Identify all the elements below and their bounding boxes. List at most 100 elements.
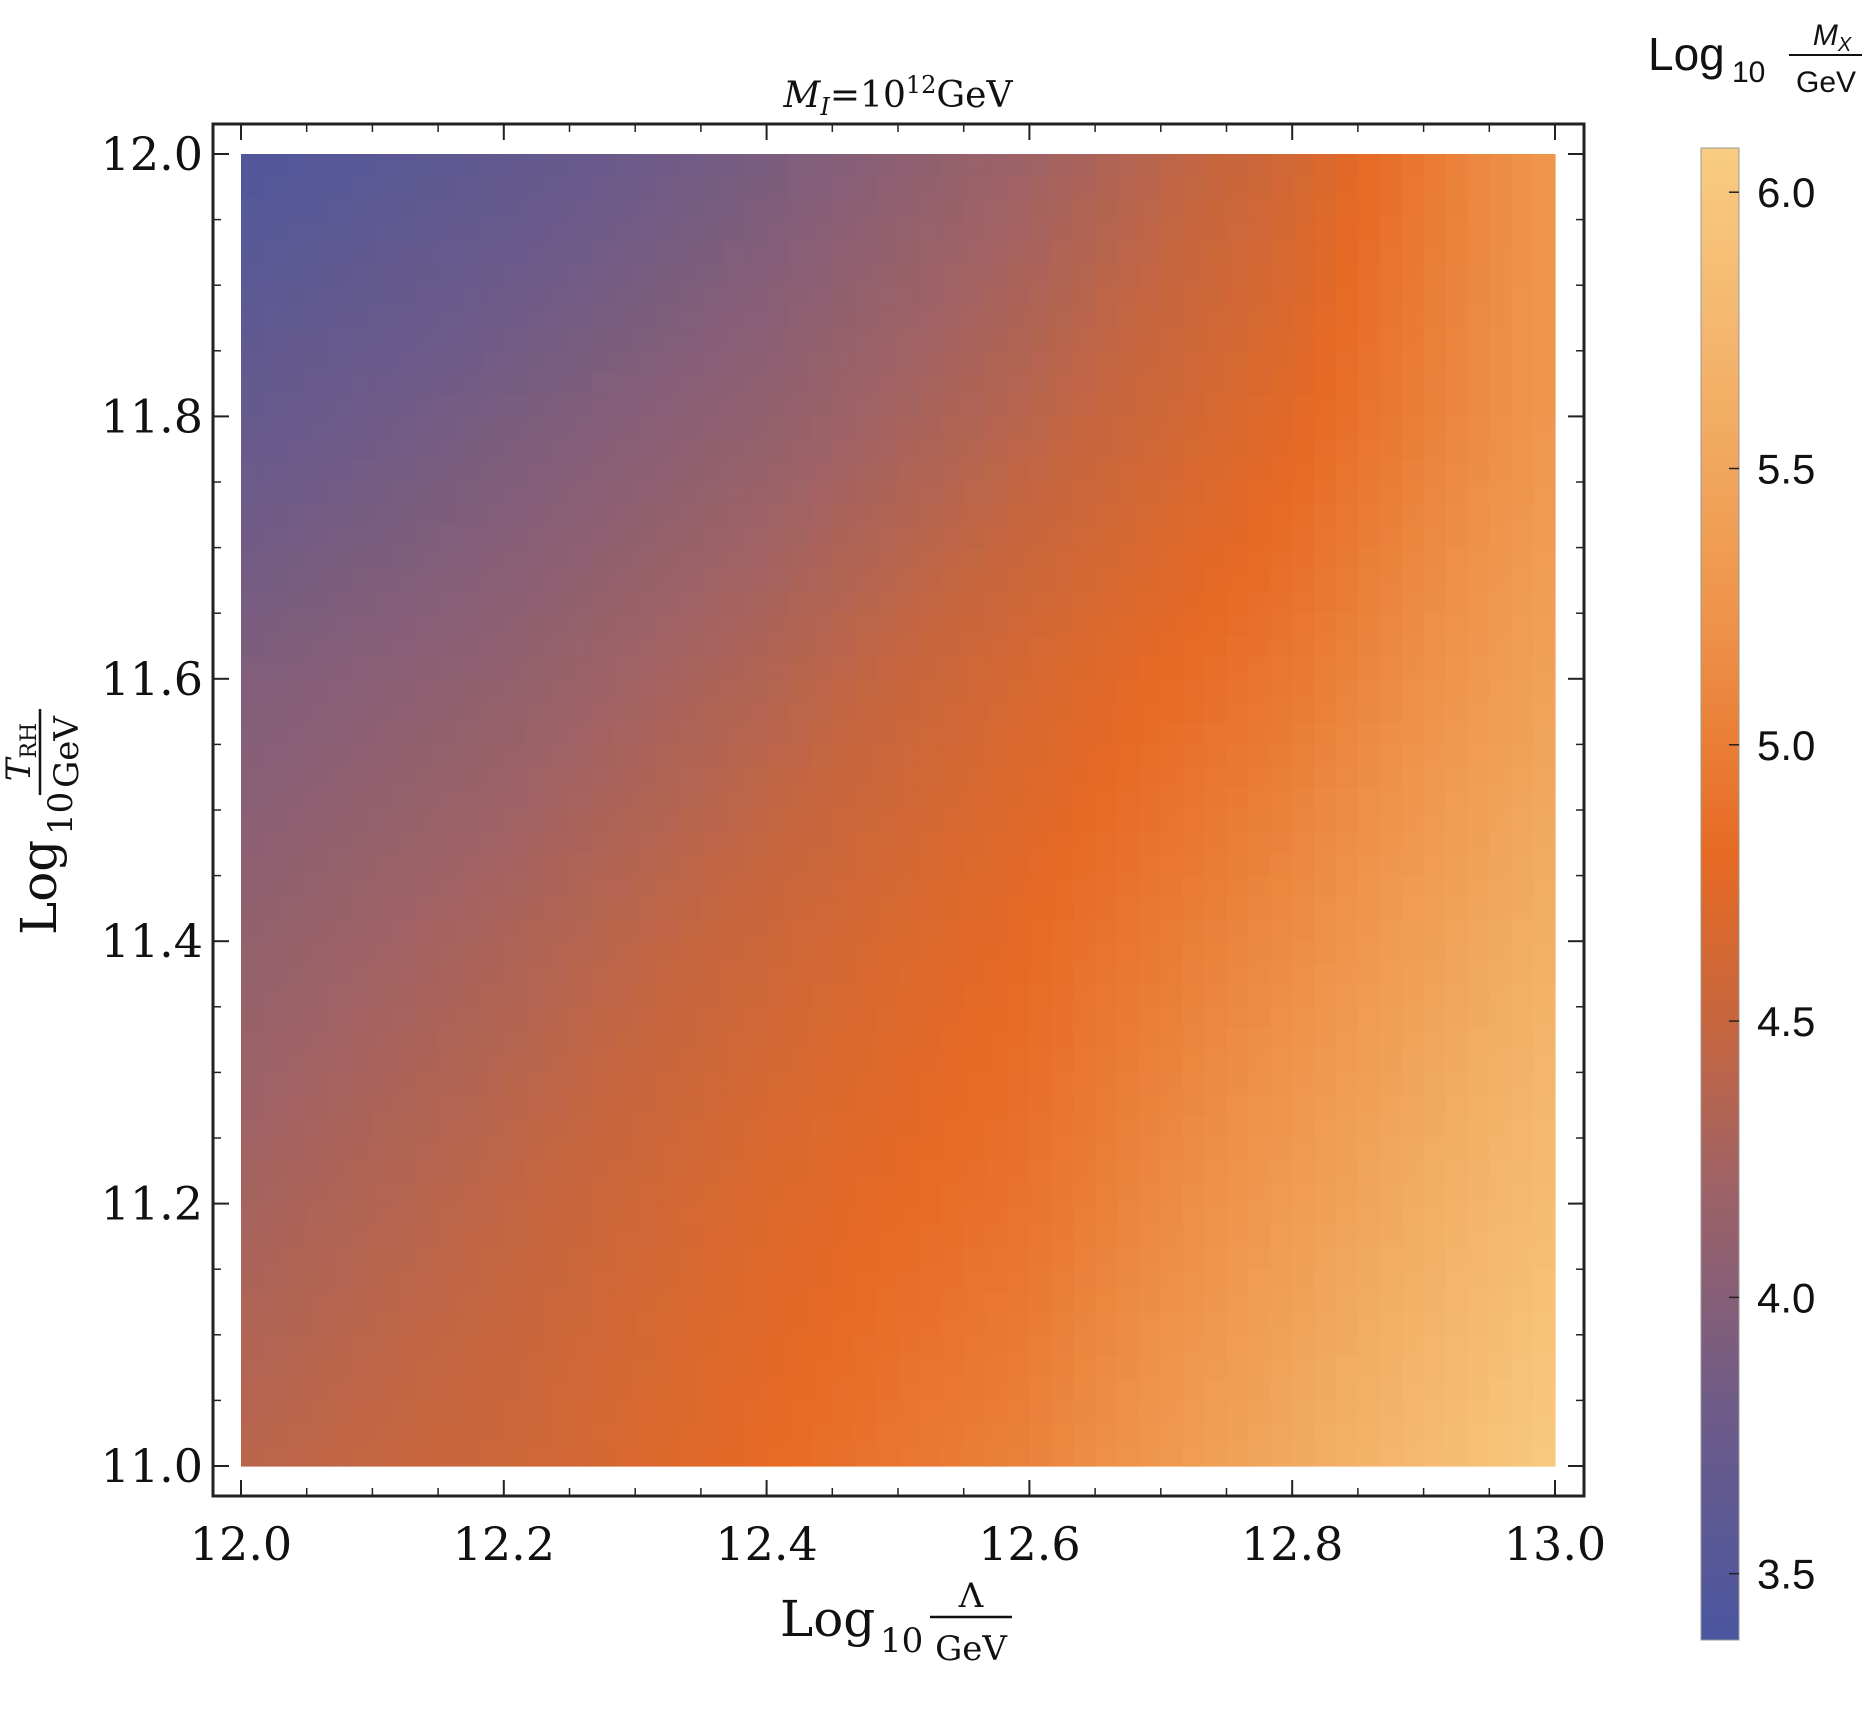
heatmap-cell [1204, 1291, 1228, 1314]
heatmap-cell [1533, 1291, 1556, 1314]
heatmap-cell [416, 722, 439, 745]
heatmap-cell [284, 1094, 308, 1117]
heatmap-cell [416, 285, 439, 308]
heatmap-cell [394, 1444, 417, 1467]
heatmap-cell [241, 263, 264, 286]
heatmap-cell [525, 853, 549, 877]
heatmap-cell [350, 460, 373, 483]
heatmap-cell [328, 1181, 352, 1205]
heatmap-cell [1160, 263, 1184, 286]
heatmap-cell [876, 154, 899, 177]
heatmap-cell [1314, 1378, 1337, 1401]
heatmap-cell [1379, 1181, 1403, 1205]
heatmap-cell [1314, 569, 1337, 592]
heatmap-cell [1117, 897, 1140, 920]
heatmap-cell [306, 1116, 330, 1139]
heatmap-cell [503, 154, 527, 177]
heatmap-cell [613, 635, 636, 658]
heatmap-cell [1401, 1159, 1425, 1183]
heatmap-cell [1292, 591, 1315, 614]
heatmap-cell [1533, 1116, 1556, 1139]
heatmap-cell [503, 1312, 527, 1336]
heatmap-cell [1029, 394, 1052, 417]
heatmap-cell [1511, 328, 1534, 352]
heatmap-cell [1160, 328, 1184, 352]
heatmap-cell [1226, 875, 1249, 899]
heatmap-cell [1533, 744, 1556, 767]
heatmap-cell [679, 416, 702, 439]
heatmap-cell [241, 394, 264, 417]
heatmap-cell [1117, 1203, 1140, 1227]
heatmap-cell [700, 941, 724, 964]
heatmap-cell [1073, 372, 1096, 396]
heatmap-cell [1204, 547, 1228, 571]
heatmap-cell [1270, 1159, 1293, 1183]
heatmap-cell [503, 547, 527, 571]
heatmap-cell [1007, 1269, 1030, 1292]
heatmap-cell [722, 350, 746, 374]
heatmap-cell [591, 372, 614, 396]
heatmap-cell [438, 766, 461, 789]
heatmap-cell [1029, 1334, 1052, 1358]
heatmap-cell [1511, 307, 1534, 330]
heatmap-cell [854, 1444, 877, 1467]
heatmap-cell [460, 503, 483, 527]
heatmap-cell [985, 1400, 1009, 1423]
heatmap-cell [744, 416, 768, 439]
heatmap-cell [1073, 853, 1096, 877]
heatmap-cell [394, 416, 417, 439]
heatmap-cell [1314, 241, 1337, 264]
heatmap-cell [1336, 372, 1359, 396]
heatmap-cell [481, 547, 505, 571]
heatmap-cell [766, 635, 790, 658]
heatmap-cell [1511, 1312, 1534, 1336]
colorbar-title-denominator: GeV [1796, 66, 1856, 99]
heatmap-cell [1248, 1138, 1271, 1161]
heatmap-cell [635, 853, 658, 877]
heatmap-cell [854, 1203, 877, 1227]
heatmap-cell [1204, 394, 1228, 417]
heatmap-cell [963, 1444, 987, 1467]
heatmap-cell [372, 656, 395, 680]
heatmap-cell [262, 897, 286, 920]
heatmap-cell [832, 1138, 855, 1161]
heatmap-cell [613, 984, 636, 1008]
heatmap-cell [1160, 219, 1184, 243]
heatmap-cell [460, 197, 483, 221]
heatmap-cell [854, 941, 877, 964]
heatmap-cell [1095, 285, 1118, 308]
heatmap-cell [1204, 700, 1228, 724]
heatmap-cell [898, 438, 921, 461]
heatmap-cell [241, 1225, 264, 1248]
heatmap-cell [460, 1159, 483, 1183]
heatmap-cell [985, 547, 1009, 571]
heatmap-cell [635, 656, 658, 680]
heatmap-cell [1226, 941, 1249, 964]
heatmap-cell [525, 525, 549, 549]
heatmap-cell [919, 175, 943, 199]
heatmap-cell [241, 1356, 264, 1380]
heatmap-cell [1489, 1072, 1512, 1095]
heatmap-cell [1226, 810, 1249, 833]
heatmap-cell [547, 1291, 571, 1314]
heatmap-cell [1379, 394, 1403, 417]
heatmap-cell [635, 722, 658, 745]
heatmap-cell [328, 1159, 352, 1183]
heatmap-cell [481, 1356, 505, 1380]
heatmap-cell [679, 635, 702, 658]
heatmap-cell [1445, 722, 1468, 745]
heatmap-cell [876, 1291, 899, 1314]
heatmap-cell [876, 416, 899, 439]
heatmap-cell [635, 197, 658, 221]
heatmap-cell [1095, 613, 1118, 636]
heatmap-cell [810, 307, 833, 330]
heatmap-cell [241, 1159, 264, 1183]
heatmap-cell [898, 1094, 921, 1117]
heatmap-cell [722, 831, 746, 855]
heatmap-cell [876, 1334, 899, 1358]
heatmap-cell [1007, 875, 1030, 899]
heatmap-cell [1029, 722, 1052, 745]
heatmap-cell [1379, 831, 1403, 855]
heatmap-cell [1533, 569, 1556, 592]
heatmap-cell [657, 1269, 680, 1292]
